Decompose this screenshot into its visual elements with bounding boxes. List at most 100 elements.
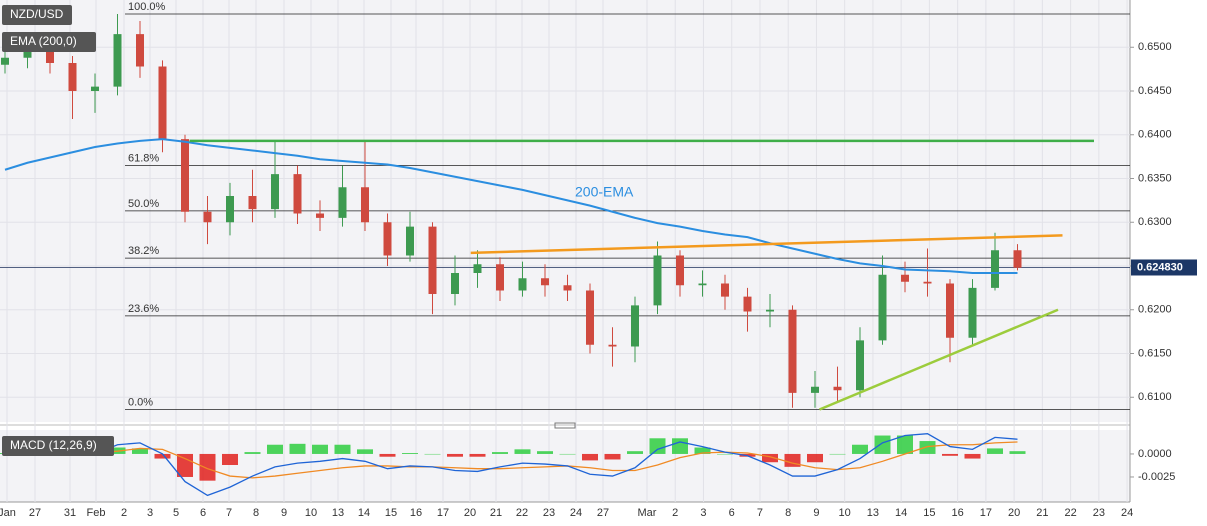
x-tick-label: 8 — [253, 507, 259, 519]
candle-body — [406, 226, 414, 256]
macd-line — [5, 433, 1018, 497]
candle-body — [181, 139, 189, 212]
macd-histogram-bar — [469, 453, 486, 457]
fib-label: 50.0% — [128, 198, 159, 210]
x-tick-label: 15 — [385, 507, 397, 519]
x-tick-label: 22 — [516, 507, 528, 519]
x-tick-label: 16 — [952, 507, 964, 519]
x-tick-label: 23 — [1093, 507, 1105, 519]
x-tick-label: 8 — [785, 507, 791, 519]
macd-histogram-bar — [627, 451, 643, 454]
candle-body — [743, 296, 752, 312]
macd-histogram-bar — [649, 438, 666, 454]
candle-body — [698, 283, 707, 286]
x-tick-label: 13 — [867, 507, 879, 519]
x-tick-label: 16 — [410, 507, 422, 519]
x-tick-label: 15 — [923, 507, 935, 519]
x-tick-label: 27 — [29, 507, 41, 519]
macd-histogram-bar — [807, 453, 823, 463]
x-tick-label: 31 — [64, 507, 76, 519]
x-tick-label: 20 — [464, 507, 476, 519]
y2-tick-label: 0.0000 — [1138, 448, 1172, 460]
macd-histogram-bar — [267, 444, 283, 454]
y-tick-label: 0.6200 — [1138, 304, 1172, 316]
x-tick-label: 14 — [358, 507, 370, 519]
x-tick-label: Feb — [87, 507, 106, 519]
fib-label: 61.8% — [128, 152, 159, 164]
fib-label: 100.0% — [128, 1, 166, 13]
x-tick-label: 6 — [200, 507, 206, 519]
macd-box — [2, 436, 114, 456]
y-tick-label: 0.6150 — [1138, 347, 1172, 359]
candle-body — [1, 57, 9, 65]
x-tick-label: 10 — [305, 507, 317, 519]
x-tick-label: 9 — [281, 507, 287, 519]
ema-annotation: 200-EMA — [575, 184, 634, 200]
y-tick-label: 0.6300 — [1138, 216, 1172, 228]
candle-body — [136, 34, 144, 67]
candle-body — [586, 290, 594, 345]
x-tick-label: Mar — [638, 507, 657, 519]
macd-histogram-bar — [514, 449, 531, 454]
candle-body — [383, 222, 392, 256]
candle-body — [1013, 250, 1022, 268]
x-tick-label: 2 — [672, 507, 678, 519]
y-tick-label: 0.6500 — [1138, 41, 1172, 53]
resize-handle[interactable] — [554, 422, 576, 429]
candle-body — [473, 264, 482, 273]
plot: 100.0% 61.8% 50.0% 38.2% 23.6% 0.0% 200-EMA — [0, 1, 1130, 497]
x-tick-label: 3 — [700, 507, 706, 519]
x-tick-label: 23 — [543, 507, 555, 519]
y-tick-label: 0.6450 — [1138, 85, 1172, 97]
x-tick-label: Jan — [0, 507, 16, 519]
macd-histogram-bar — [919, 441, 936, 454]
fib-label: 0.0% — [128, 396, 153, 408]
fib-label: 38.2% — [128, 245, 159, 257]
macd-histogram-bar — [987, 448, 1003, 454]
macd-histogram-bar — [334, 444, 351, 454]
macd-histogram-bar — [177, 453, 193, 477]
candle-body — [541, 278, 549, 286]
macd-histogram-bar — [717, 453, 733, 455]
candle-body — [563, 285, 572, 291]
candle-body — [721, 283, 729, 297]
trend-line — [470, 234, 1063, 255]
y2-tick-label: -0.0025 — [1138, 471, 1175, 483]
candle-body — [451, 273, 459, 294]
x-tick-label: 7 — [757, 507, 763, 519]
macd-histogram-bar — [424, 453, 441, 455]
macd-histogram-bar — [694, 447, 711, 454]
x-tick-label: 20 — [1008, 507, 1020, 519]
macd-histogram-bar — [154, 453, 171, 459]
candle-body — [293, 174, 302, 214]
y-tick-label: 0.6350 — [1138, 172, 1172, 184]
x-tick-label: 9 — [813, 507, 819, 519]
x-tick-label: 6 — [729, 507, 735, 519]
candle-body — [676, 255, 684, 286]
last-price-box — [1131, 259, 1197, 276]
symbol-label: NZD/USD — [10, 7, 64, 21]
candle-body — [158, 66, 167, 140]
macd-histogram-bar — [559, 453, 576, 455]
ema-label: EMA (200,0) — [10, 34, 77, 48]
macd-histogram-bar — [874, 435, 891, 454]
macd-histogram-bar — [897, 435, 913, 454]
candle-body — [271, 174, 279, 210]
trend-line — [819, 308, 1059, 411]
candle-body — [653, 255, 662, 306]
x-tick-label: 22 — [1064, 507, 1076, 519]
macd-histogram-bar — [829, 453, 846, 455]
x-tick-label: 5 — [173, 507, 179, 519]
macd-histogram-bar — [1009, 451, 1026, 454]
candle-body — [248, 196, 257, 210]
candle-body — [113, 34, 122, 87]
candle-body — [68, 63, 77, 91]
macd-histogram-bar — [942, 453, 958, 456]
candle-body — [833, 386, 842, 391]
macd-histogram-bar — [199, 453, 216, 481]
ema-box — [2, 32, 96, 52]
macd-histogram-bar — [289, 443, 306, 454]
macd-histogram-bar — [582, 453, 598, 461]
candle-body — [946, 283, 954, 338]
macd-histogram-bar — [852, 444, 868, 454]
